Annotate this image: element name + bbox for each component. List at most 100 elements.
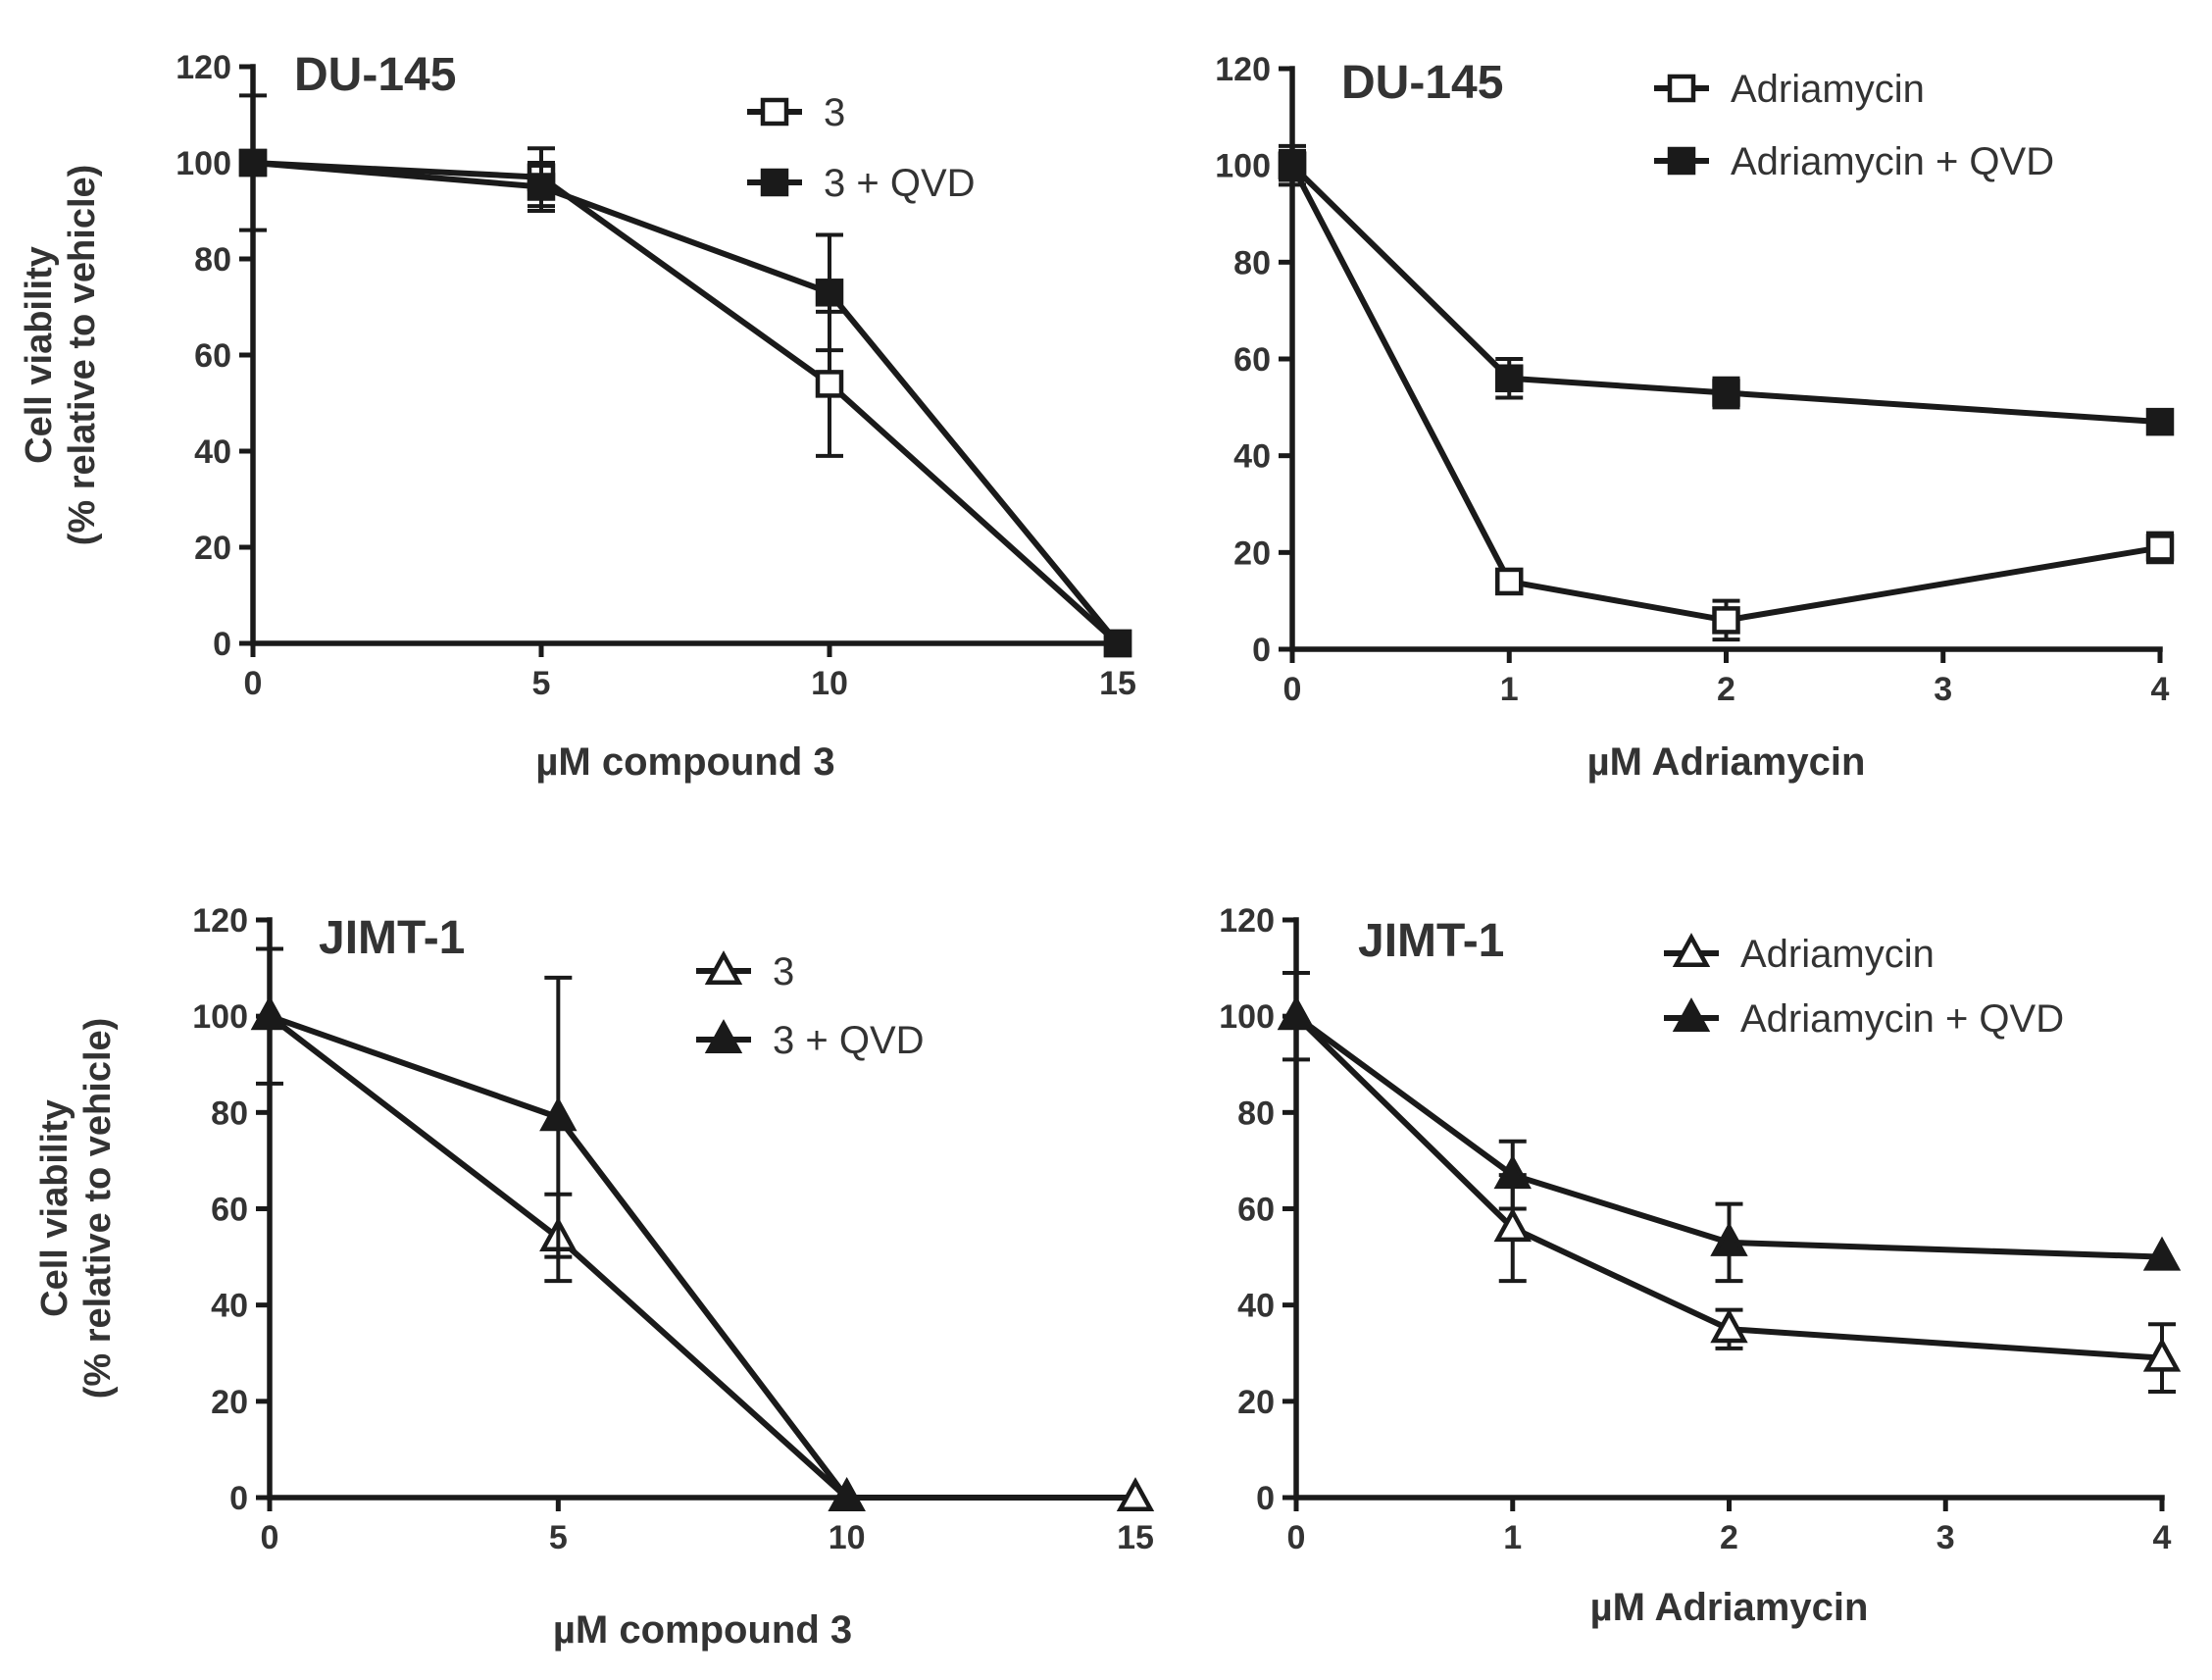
legend-entry: Adriamycin: [1664, 933, 1935, 976]
series-1: [250, 946, 1155, 1512]
series-2: [1278, 148, 2175, 436]
x-tick-label: 0: [1283, 671, 1302, 708]
chart-panel-4: 0 20 40 60 80 100 120 0 1 2 3 4 µM Adriamycin JIMT-1 A…: [1219, 902, 2182, 1629]
x-tick-label: 3: [1936, 1519, 1955, 1556]
x-tick-label: 2: [1720, 1519, 1738, 1556]
x-tick-label: 0: [261, 1519, 279, 1556]
legend-label: 3 + QVD: [773, 1019, 925, 1062]
x-tick-label: 3: [1934, 671, 1952, 708]
y-tick-label: 100: [1215, 148, 1271, 185]
data-point: [1495, 364, 1524, 392]
data-point: [828, 1477, 866, 1512]
data-point: [2145, 407, 2175, 436]
x-axis-label: µM Adriamycin: [1590, 1586, 1869, 1629]
y-tick-label: 120: [176, 49, 231, 86]
series-line: [252, 160, 1121, 646]
y-axis-label-line1: Cell viability: [34, 1099, 75, 1317]
x-tick-label: 10: [811, 665, 848, 702]
y-tick-label: 20: [1237, 1384, 1275, 1421]
series-line: [1289, 164, 2161, 624]
y-tick-label: 80: [1237, 1095, 1275, 1132]
chart-panel-3: 0 20 40 60 80 100 120 0 5 10 15 µM compound 3 Cell v…: [34, 902, 1155, 1652]
legend-entry: 3 + QVD: [696, 1019, 925, 1062]
legend-marker: [1672, 997, 1711, 1033]
y-axis-label: Cell viability(% relative to vehicle): [19, 165, 103, 546]
chart-panel-2: 0 20 40 60 80 100 120 0 1 2 3 4 µM Adriamycin DU-145 A…: [1215, 51, 2175, 784]
legend-label: Adriamycin + QVD: [1731, 140, 2054, 183]
data-point: [1493, 1207, 1532, 1243]
data-point: [1710, 1221, 1748, 1256]
y-tick-label: 20: [194, 530, 231, 567]
data-point: [815, 279, 844, 307]
y-tick-label: 20: [1233, 535, 1271, 572]
series-line: [1293, 1014, 2163, 1361]
legend-entry: Adriamycin + QVD: [1654, 140, 2054, 183]
x-tick-label: 0: [244, 665, 263, 702]
y-tick-label: 100: [176, 145, 231, 182]
y-axis-label-line2: (% relative to vehicle): [77, 1018, 119, 1400]
axes-frame: [267, 917, 1138, 1501]
series-2: [238, 148, 1132, 658]
legend-label: Adriamycin: [1731, 68, 1925, 111]
data-point: [2142, 1236, 2182, 1271]
series-2: [1277, 995, 2182, 1284]
data-point: [539, 1096, 578, 1132]
x-tick-label: 4: [2151, 671, 2170, 708]
series-line: [1289, 163, 2161, 426]
series-2: [250, 975, 866, 1512]
x-tick-label: 15: [1099, 665, 1136, 702]
x-axis-label: µM compound 3: [553, 1608, 852, 1652]
data-point: [815, 370, 844, 398]
x-tick-label: 4: [2153, 1519, 2172, 1556]
data-point: [1710, 1308, 1748, 1344]
data-point: [1495, 567, 1524, 596]
series-line: [252, 160, 1121, 645]
legend-marker: [760, 97, 789, 127]
x-tick-label: 2: [1717, 671, 1735, 708]
x-tick-label: 0: [1287, 1519, 1306, 1556]
y-axis-label-line1: Cell viability: [19, 246, 60, 464]
y-tick-label: 60: [1233, 341, 1271, 379]
data-point: [1116, 1477, 1155, 1512]
legend-entry: 3: [696, 950, 794, 993]
data-point: [1493, 1154, 1532, 1190]
legend-label: 3: [773, 950, 794, 993]
y-tick-label: 120: [1219, 902, 1275, 940]
series-line: [268, 1013, 1135, 1501]
panel-title: JIMT-1: [1358, 915, 1504, 967]
x-axis-label: µM compound 3: [535, 740, 834, 784]
series-1: [238, 93, 1132, 658]
y-tick-label: 80: [1233, 244, 1271, 281]
y-tick-label: 40: [1237, 1288, 1275, 1325]
legend-marker: [704, 950, 743, 986]
y-axis-label: Cell viability(% relative to vehicle): [34, 1018, 119, 1400]
y-tick-label: 0: [1256, 1480, 1275, 1517]
x-tick-label: 1: [1503, 1519, 1522, 1556]
legend-entry: 3 + QVD: [747, 162, 976, 205]
y-tick-label: 120: [1215, 51, 1271, 88]
axes-frame: [250, 64, 1121, 646]
series-line: [1294, 1013, 2163, 1260]
x-tick-label: 5: [532, 665, 551, 702]
y-tick-label: 60: [194, 337, 231, 375]
legend-entry: Adriamycin: [1654, 68, 1925, 111]
legend-entry: Adriamycin + QVD: [1664, 997, 2064, 1041]
legend-label: Adriamycin: [1740, 933, 1935, 976]
x-tick-label: 5: [549, 1519, 568, 1556]
legend-marker: [1672, 933, 1711, 968]
y-tick-label: 40: [194, 433, 231, 471]
data-point: [2145, 534, 2175, 562]
chart-panel-1: 0 20 40 60 80 100 120 0 5 10 15 µM compound 3 Cell v…: [19, 49, 1136, 784]
panel-title: DU-145: [1341, 57, 1503, 109]
y-tick-label: 0: [229, 1480, 248, 1517]
series-1: [1277, 970, 2182, 1395]
legend-entry: 3: [747, 91, 845, 134]
y-tick-label: 120: [192, 902, 248, 940]
y-tick-label: 40: [1233, 438, 1271, 476]
y-tick-label: 20: [211, 1384, 248, 1421]
y-tick-label: 0: [1252, 632, 1271, 669]
data-point: [250, 995, 289, 1031]
data-point: [1103, 629, 1132, 658]
legend-label: 3: [824, 91, 845, 134]
y-tick-label: 60: [1237, 1192, 1275, 1229]
